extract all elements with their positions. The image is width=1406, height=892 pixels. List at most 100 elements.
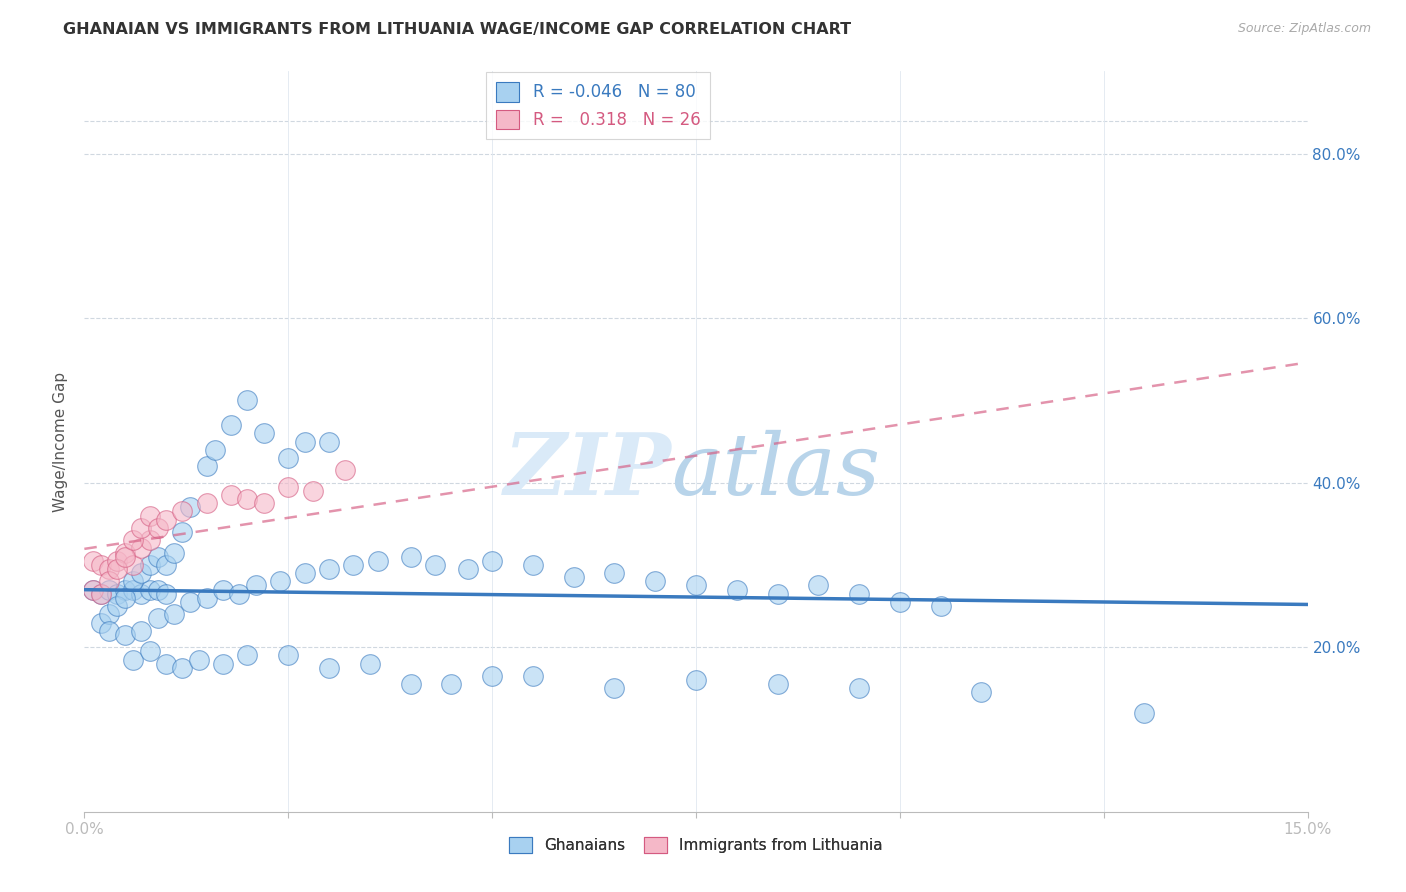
Point [155, 587, 177, 601]
Point [212, 657, 235, 671]
Point [766, 587, 789, 601]
Point [131, 521, 153, 535]
Point [301, 483, 323, 498]
Point [105, 562, 128, 576]
Point [97, 582, 120, 597]
Point [163, 545, 186, 560]
Point [522, 558, 544, 572]
Point [172, 504, 194, 518]
Point [318, 661, 340, 675]
Point [155, 657, 177, 671]
Point [848, 587, 870, 601]
Point [269, 574, 291, 589]
Point [97, 624, 120, 638]
Point [848, 681, 870, 696]
Point [335, 463, 357, 477]
Point [562, 570, 585, 584]
Point [138, 558, 160, 572]
Point [114, 545, 136, 560]
Point [219, 418, 242, 433]
Point [187, 652, 209, 666]
Point [236, 492, 259, 507]
Point [245, 578, 267, 592]
Point [277, 450, 299, 465]
Point [146, 582, 169, 597]
Point [97, 562, 120, 576]
Point [179, 500, 201, 515]
Point [122, 558, 145, 572]
Point [318, 434, 340, 449]
Point [929, 599, 952, 613]
Point [146, 521, 169, 535]
Point [807, 578, 830, 592]
Point [114, 582, 136, 597]
Point [725, 582, 748, 597]
Point [146, 611, 169, 625]
Point [294, 434, 316, 449]
Point [172, 661, 194, 675]
Point [889, 595, 911, 609]
Point [294, 566, 316, 581]
Point [105, 599, 128, 613]
Point [359, 657, 381, 671]
Point [90, 558, 112, 572]
Point [277, 480, 299, 494]
Point [481, 554, 503, 568]
Point [114, 591, 136, 605]
Point [522, 669, 544, 683]
Point [122, 582, 145, 597]
Point [204, 442, 226, 457]
Point [212, 582, 235, 597]
Point [195, 496, 218, 510]
Point [82, 582, 104, 597]
Point [155, 558, 177, 572]
Point [766, 677, 789, 691]
Point [219, 488, 242, 502]
Point [90, 587, 112, 601]
Point [970, 685, 993, 699]
Point [105, 554, 128, 568]
Point [253, 426, 276, 441]
Point [236, 393, 259, 408]
Text: ZIP: ZIP [503, 429, 672, 513]
Point [97, 574, 120, 589]
Point [114, 628, 136, 642]
Point [163, 607, 186, 622]
Point [82, 582, 104, 597]
Point [90, 615, 112, 630]
Point [122, 574, 145, 589]
Point [367, 554, 389, 568]
Point [399, 677, 422, 691]
Point [603, 681, 626, 696]
Legend: Ghanaians, Immigrants from Lithuania: Ghanaians, Immigrants from Lithuania [503, 830, 889, 860]
Point [603, 566, 626, 581]
Point [1133, 706, 1156, 720]
Point [155, 513, 177, 527]
Point [399, 549, 422, 564]
Point [228, 587, 250, 601]
Point [318, 562, 340, 576]
Point [146, 549, 169, 564]
Point [90, 587, 112, 601]
Point [138, 582, 160, 597]
Text: Source: ZipAtlas.com: Source: ZipAtlas.com [1237, 22, 1371, 36]
Point [685, 673, 707, 687]
Point [105, 587, 128, 601]
Point [138, 508, 160, 523]
Point [131, 541, 153, 556]
Point [138, 644, 160, 658]
Point [97, 607, 120, 622]
Point [457, 562, 479, 576]
Point [82, 554, 104, 568]
Point [172, 524, 194, 539]
Point [277, 648, 299, 663]
Point [138, 533, 160, 548]
Point [131, 624, 153, 638]
Point [122, 533, 145, 548]
Point [114, 549, 136, 564]
Point [195, 459, 218, 474]
Point [423, 558, 446, 572]
Text: GHANAIAN VS IMMIGRANTS FROM LITHUANIA WAGE/INCOME GAP CORRELATION CHART: GHANAIAN VS IMMIGRANTS FROM LITHUANIA WA… [63, 22, 852, 37]
Point [481, 669, 503, 683]
Y-axis label: Wage/Income Gap: Wage/Income Gap [52, 371, 67, 512]
